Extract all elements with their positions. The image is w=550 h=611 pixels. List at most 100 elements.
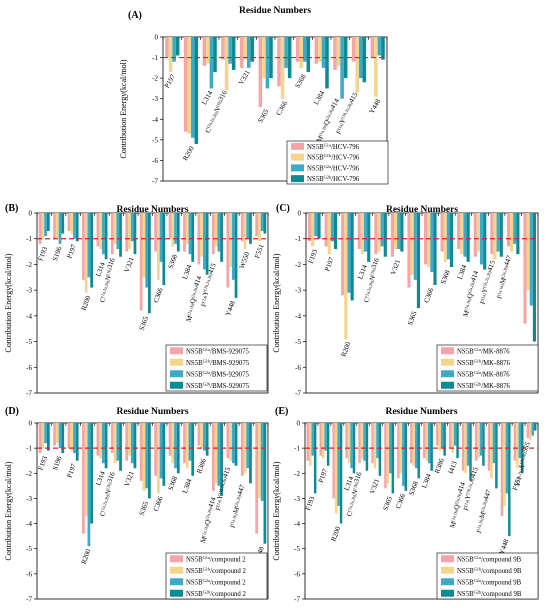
chart-title: Residue Numbers [386, 205, 458, 215]
bar [156, 423, 160, 494]
y-tick-label: -3 [26, 495, 32, 503]
bar [246, 213, 250, 239]
bar [197, 423, 201, 446]
bar [345, 423, 348, 459]
bar [243, 213, 247, 249]
bar [518, 423, 522, 459]
y-axis-label: Contribution Energy(kcal/mol) [272, 461, 281, 561]
bar [44, 423, 47, 444]
legend-entry: NS5BG2a/MK-8876 [457, 370, 510, 378]
legend-entry: NS5BG2a/BMS-929075 [186, 370, 249, 378]
bar [513, 423, 517, 461]
legend-swatch [170, 555, 183, 563]
category-label: F193 [304, 495, 317, 512]
y-tick-label: -2 [26, 261, 32, 269]
bar [319, 423, 322, 456]
chart-title: Residue Numbers [239, 6, 311, 16]
bar [443, 213, 447, 262]
bar [263, 423, 267, 544]
bar [142, 213, 146, 278]
legend-swatch [441, 578, 454, 586]
bar [410, 213, 414, 275]
bar [370, 37, 375, 58]
panel-label: (C) [276, 203, 290, 214]
bar [362, 37, 367, 83]
chart-panel: (A) Residue Numbers 0 -1 -2 -3 -4 -5 -6 -7 Contrib… [119, 6, 389, 186]
bar [104, 423, 108, 469]
chart-panel: (C) Residue Numbers 0 -1 -2 -3 -4 -5 -6 -7 Contrib… [272, 203, 539, 398]
category-label: V321 [389, 258, 402, 276]
bar [133, 423, 137, 469]
category-label: L384 [420, 472, 433, 489]
bar [469, 423, 472, 481]
bar [191, 213, 195, 262]
bar [217, 213, 221, 252]
bar [359, 37, 363, 79]
category-label: M(1a,1b)Q(2a,2b)414 [194, 496, 222, 545]
category-label: L314 [94, 470, 107, 487]
y-tick-label: -7 [152, 178, 158, 186]
bar [148, 213, 151, 314]
bar [374, 37, 378, 97]
bar [58, 213, 62, 244]
bar [423, 213, 428, 265]
bar [128, 213, 131, 249]
bar [145, 423, 149, 489]
bar [187, 37, 191, 134]
bar [82, 213, 85, 280]
bar [125, 213, 129, 252]
bar [303, 37, 307, 62]
bar [440, 213, 444, 252]
bar [360, 213, 364, 255]
bar [416, 213, 421, 309]
bar [430, 213, 434, 273]
bar [360, 423, 364, 459]
bar [46, 423, 50, 451]
bar [404, 423, 408, 491]
bar [317, 213, 321, 239]
category-label: V321 [123, 256, 136, 274]
bar [90, 213, 94, 288]
bar [413, 213, 417, 280]
bar [191, 37, 195, 138]
bar [533, 423, 537, 431]
bar [377, 37, 382, 56]
category-label: I(1a,1b)M(2a,2b)447 [224, 483, 251, 529]
bar [203, 213, 206, 270]
bar [516, 213, 520, 255]
bar [194, 37, 199, 144]
bar [344, 213, 348, 339]
panel-label: (E) [275, 406, 288, 417]
bar [226, 213, 230, 288]
bar [228, 37, 232, 64]
bar [205, 213, 209, 275]
bar [38, 213, 42, 244]
bar [113, 423, 117, 464]
bar [311, 213, 315, 247]
chart-title: Residue Numbers [116, 407, 188, 417]
y-tick-label: -3 [294, 495, 300, 503]
y-axis-label: Contribution Energy(kcal/mol) [272, 253, 281, 353]
bar [526, 423, 530, 439]
bar [332, 423, 335, 499]
category-label: L314 [200, 89, 215, 106]
category-label: P197 [323, 256, 336, 273]
bar [451, 423, 454, 454]
category-label: R200 [80, 294, 93, 311]
bar [309, 423, 312, 466]
bar [343, 37, 348, 79]
bar [168, 37, 173, 72]
bar [172, 37, 176, 62]
bar [159, 423, 163, 479]
category-label: R200 [181, 145, 196, 163]
bar [224, 37, 229, 91]
legend-entry: NS5BG2a/HCV-796 [307, 164, 360, 172]
bar [314, 213, 318, 237]
legend-entry: NS5BG2b/HCV-796 [307, 175, 360, 183]
bar [263, 213, 267, 234]
bar [531, 423, 534, 436]
bar [38, 423, 42, 454]
bar [341, 213, 345, 296]
bar [130, 213, 134, 242]
bar [365, 423, 369, 471]
